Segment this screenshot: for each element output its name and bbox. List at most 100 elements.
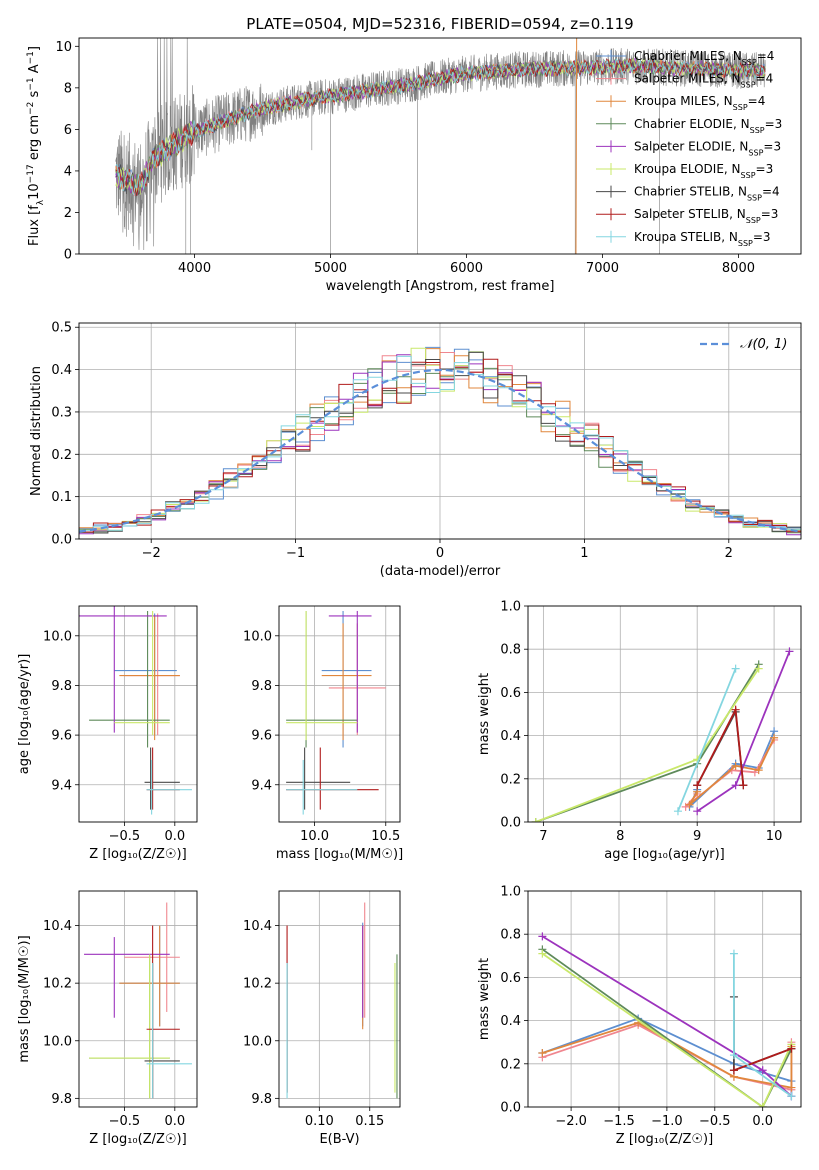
legend-sub: SSP (742, 58, 757, 67)
axes-frame (78, 37, 802, 255)
y-axis-label: Flux [fλ10−17 erg cm−2 s−1 A−1] (26, 46, 46, 246)
legend-label-chabrier-elodie: Chabrier ELODIE, NSSP=3 (634, 117, 782, 135)
marker-kroupa-miles (538, 1049, 547, 1057)
marker-salpeter-stelib (729, 1066, 738, 1075)
grid-lines (279, 606, 400, 822)
x-axis-label: wavelength [Angstrom, rest frame] (326, 279, 555, 294)
legend-name: Kroupa ELODIE, N (634, 162, 741, 176)
weight-vs-Z-panel: −2.0 −1.5 −1.0 −0.5 0.0 0.0 0.2 0.4 0.6 0.8 1.0 Z [… (477, 885, 802, 1147)
ticks: 4000 5000 6000 7000 8000 0 2 4 6 8 10 (55, 40, 755, 276)
y-tick-label: 9.6 (251, 729, 272, 744)
y-tick-label: 0.8 (500, 928, 521, 943)
y-tick-label: 4 (64, 164, 72, 179)
grid-lines (79, 891, 197, 1107)
plot-area (538, 932, 796, 1107)
legend-name: Chabrier STELIB, N (634, 185, 747, 199)
marker-kroupa-miles (770, 733, 779, 742)
x-tick-label: 4000 (178, 261, 211, 276)
x-axis-label: E(B-V) (319, 1132, 359, 1147)
x-tick-label: 10 (766, 829, 783, 844)
axes-frame (527, 890, 802, 1108)
legend-name: Salpeter MILES, N (634, 72, 741, 86)
axes-frame (527, 605, 802, 823)
x-tick-label: 8000 (722, 261, 755, 276)
y-tick-label: 0.1 (51, 490, 72, 505)
y-axis-label-part: −1 (26, 51, 36, 64)
x-tick-label: 10.5 (371, 829, 400, 844)
y-tick-label: 0.3 (51, 405, 72, 420)
plot-area (79, 346, 801, 536)
marker-salpeter-stelib (693, 781, 702, 790)
x-tick-label: 0.0 (164, 829, 185, 844)
x-tick-label: −1.0 (651, 1114, 683, 1129)
weight-vs-age-panel: 7 8 9 10 0.0 0.2 0.4 0.6 0.8 1.0 age [log₁₀(age/yr… (477, 600, 802, 862)
marker-kroupa-elodie (538, 949, 547, 958)
y-tick-label: 9.8 (51, 1092, 72, 1107)
ticks: −2.0 −1.5 −1.0 −0.5 0.0 0.0 0.2 0.4 0.6 0.8 1.0 (500, 885, 773, 1130)
plot-area (286, 902, 398, 1099)
x-tick-label: 5000 (314, 261, 347, 276)
y-tick-label: 6 (64, 123, 72, 138)
marker-salpeter-elodie (758, 1066, 767, 1075)
y-tick-label: 0.2 (51, 448, 72, 463)
y-tick-label: 1.0 (500, 600, 521, 615)
marker-kroupa-elodie (758, 1103, 767, 1107)
x-axis-label: (data-model)/error (380, 564, 501, 579)
axes-frame (278, 890, 401, 1108)
marker-kroupa-miles (685, 800, 694, 809)
y-tick-label: 9.8 (251, 1092, 272, 1107)
y-axis-label-part: λ (36, 199, 46, 205)
y-tick-label: 10 (55, 40, 72, 55)
legend-label-chabrier-stelib: Chabrier STELIB, NSSP=4 (634, 185, 780, 203)
x-tick-label: −1.5 (603, 1114, 635, 1129)
figure-title: PLATE=0504, MJD=52316, FIBERID=0594, z=0… (246, 15, 633, 33)
legend-label-salpeter-miles: Salpeter MILES, NSSP=4 (634, 72, 773, 90)
age-vs-Z-panel: −0.5 0.0 9.4 9.6 9.8 10.0 Z [log₁₀(Z/Z☉)] age [… (17, 605, 198, 862)
legend-name: Chabrier ELODIE, N (634, 117, 750, 131)
y-tick-label: 0.0 (500, 1101, 521, 1116)
y-tick-label: 10.4 (243, 919, 272, 934)
y-tick-label: 10.4 (43, 919, 72, 934)
mass-vs-Z-panel: −0.5 0.0 9.8 10.0 10.2 10.4 Z [log₁₀(Z/Z☉)] mas… (17, 890, 198, 1147)
y-tick-label: 9.8 (51, 679, 72, 694)
y-tick-label: 1.0 (500, 885, 521, 900)
x-tick-label: 1 (580, 546, 588, 561)
legend-sub: SSP (738, 238, 753, 247)
series-kroupa-elodie (541, 952, 793, 1107)
x-tick-label: 7000 (586, 261, 619, 276)
legend-sub: SSP (741, 171, 756, 180)
x-tick-label: −0.5 (109, 829, 141, 844)
y-tick-label: 9.4 (51, 778, 72, 793)
y-axis-label: mass weight (477, 958, 492, 1040)
legend-name: Salpeter STELIB, N (634, 207, 746, 221)
marker-salpeter-stelib (739, 781, 748, 790)
y-tick-label: 9.4 (251, 778, 272, 793)
legend-label-salpeter-stelib: Salpeter STELIB, NSSP=3 (634, 207, 778, 225)
x-tick-label: −2 (142, 546, 161, 561)
legend-count: =3 (756, 162, 774, 176)
x-axis-label: mass [log₁₀(M/M☉)] (276, 847, 403, 862)
x-axis-label: Z [log₁₀(Z/Z☉)] (89, 847, 186, 862)
age-vs-mass-panel: 10.0 10.5 9.4 9.6 9.8 10.0 mass [log₁₀(M/M☉)] (243, 605, 403, 862)
y-tick-label: 2 (64, 206, 72, 221)
y-tick-label: 10.2 (43, 977, 72, 992)
y-tick-label: 10.0 (43, 629, 72, 644)
y-tick-label: 0.2 (500, 1057, 521, 1072)
legend-sub: SSP (746, 216, 761, 225)
plot-area (531, 647, 794, 822)
marker-kroupa-stelib (731, 664, 740, 673)
legend-sub: SSP (747, 193, 762, 202)
y-tick-label: 0.8 (500, 643, 521, 658)
x-axis-label: age [log₁₀(age/yr)] (604, 847, 725, 862)
y-tick-label: 0.2 (500, 772, 521, 787)
y-tick-label: 0.4 (500, 1014, 521, 1029)
legend-gaussian-label: 𝒩(0, 1) (740, 337, 787, 352)
plot-area (84, 902, 192, 1099)
x-tick-label: 9 (693, 829, 701, 844)
legend-label-salpeter-elodie: Salpeter ELODIE, NSSP=3 (634, 139, 781, 157)
marker-salpeter-stelib (731, 705, 740, 714)
plot-area (79, 606, 192, 815)
x-tick-label: 7 (539, 829, 547, 844)
